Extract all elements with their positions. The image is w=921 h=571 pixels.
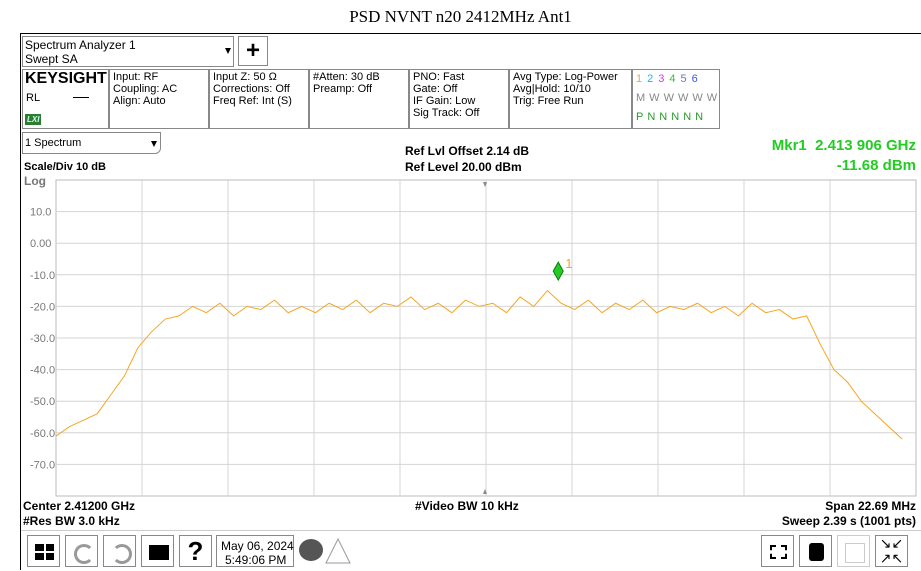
settings-column: PNO: Fast Gate: Off IF Gain: Low Sig Track:… [409,69,509,129]
touch-button[interactable] [799,535,832,567]
date: May 06, 2024 [221,539,294,553]
lxi-badge: LXI [25,114,42,125]
trace-number: 2 [647,73,655,85]
settings-column: #Atten: 30 dB Preamp: Off [309,69,409,129]
vbw: #Video BW 10 kHz [415,499,519,513]
trace-number: 6 [691,73,699,85]
y-tick-label: -10.0 [30,270,55,282]
redo-button[interactable] [103,535,136,567]
y-tick-label: -50.0 [30,396,55,408]
dropdown-arrow [225,48,231,54]
marker-frequency: Mkr1 2.413 906 GHz [771,137,916,154]
trace-mode: W [649,92,660,104]
trace-mode: W [663,92,674,104]
center-marker [483,182,487,187]
trace-detector: N [647,111,656,123]
setting: IF Gain: Low [413,95,476,107]
y-tick-label: -70.0 [30,459,55,471]
rl-icon [73,97,89,98]
trace-detector: N [695,111,704,123]
rbw: #Res BW 3.0 kHz [23,514,120,528]
setting: Align: Auto [113,95,166,107]
y-tick-label: -40.0 [30,365,55,377]
trace-detector: N [659,111,668,123]
setting: Avg|Hold: 10/10 [513,83,591,95]
trace-detector: P [636,111,644,123]
center-marker [483,489,487,494]
window-button[interactable] [837,535,870,567]
dropdown-arrow [151,141,157,147]
settings-column: Input: RF Coupling: AC Align: Auto [109,69,209,129]
mode-name: Swept SA [25,52,78,66]
marker-label: 1 [565,256,572,271]
setting: Avg Type: Log-Power [513,71,618,83]
time: 5:49:06 PM [225,553,287,567]
trace-number: 4 [669,73,677,85]
setting: PNO: Fast [413,71,465,83]
trace-detector: N [671,111,680,123]
y-tick-label: 0.00 [30,238,51,250]
scale-label: Scale/Div 10 dB [24,161,106,173]
setting: Freq Ref: Int (S) [213,95,292,107]
setting: Trig: Free Run [513,95,584,107]
setting: Input: RF [113,71,159,83]
trace-number: 3 [658,73,666,85]
mode-selector[interactable]: Spectrum Analyzer 1 Swept SA [22,36,234,67]
settings-column: Input Z: 50 Ω Corrections: Off Freq Ref: I… [209,69,309,129]
y-tick-label: -60.0 [30,428,55,440]
setting: Coupling: AC [113,83,178,95]
ref-offset: Ref Lvl Offset 2.14 dB [405,144,530,158]
setting: #Atten: 30 dB [313,71,380,83]
add-button[interactable]: + [238,36,268,66]
file-button[interactable] [141,535,174,567]
trace-mode: W [706,92,718,104]
brand: KEYSIGHT [25,70,107,87]
trace-mode: W [692,92,703,104]
alert-icon [325,537,351,564]
clock: May 06, 2024 5:49:06 PM [216,535,294,567]
span: Span 22.69 MHz [825,499,916,513]
layout-button[interactable] [761,535,794,567]
setting: Corrections: Off [213,83,290,95]
page-title: PSD NVNT n20 2412MHz Ant1 [349,7,572,26]
center-freq: Center 2.41200 GHz [23,499,136,513]
zoom-button[interactable]: ↘↙ ↗↖ [875,535,908,567]
y-tick-label: 10.0 [30,207,51,219]
setting: Sig Track: Off [413,107,480,119]
ref-level: Ref Level 20.00 dBm [405,160,522,174]
scale-type: Log [24,174,46,188]
setting: Input Z: 50 Ω [213,71,277,83]
trace-mode: W [677,92,689,104]
rl-label: RL [26,92,41,104]
marker-level: -11.68 dBm [836,157,916,174]
settings-column: Avg Type: Log-Power Avg|Hold: 10/10 Trig: … [509,69,632,129]
trace-number: 5 [680,73,688,85]
help-button[interactable]: ? [179,535,212,567]
brand-box: KEYSIGHT RL LXI [22,69,109,129]
trace-mode: M [636,92,646,104]
trace-number: 1 [636,73,644,85]
y-tick-label: -20.0 [30,301,55,313]
undo-button[interactable] [65,535,98,567]
trace [55,289,903,440]
window-selector[interactable]: 1 Spectrum [22,132,161,154]
marker [552,261,564,282]
chat-icon[interactable] [299,539,323,561]
trace-detector: N [683,111,692,123]
windows-button[interactable] [27,535,60,567]
taskbar: ? May 06, 2024 5:49:06 PM ↘↙ ↗↖ [21,530,921,571]
screen [20,33,921,570]
sweep: Sweep 2.39 s (1001 pts) [781,514,916,528]
y-tick-label: -30.0 [30,333,55,345]
window-name: 1 Spectrum [25,137,82,149]
instrument-name: Spectrum Analyzer 1 [25,38,136,52]
setting: Preamp: Off [313,83,373,95]
setting: Gate: Off [413,83,458,95]
